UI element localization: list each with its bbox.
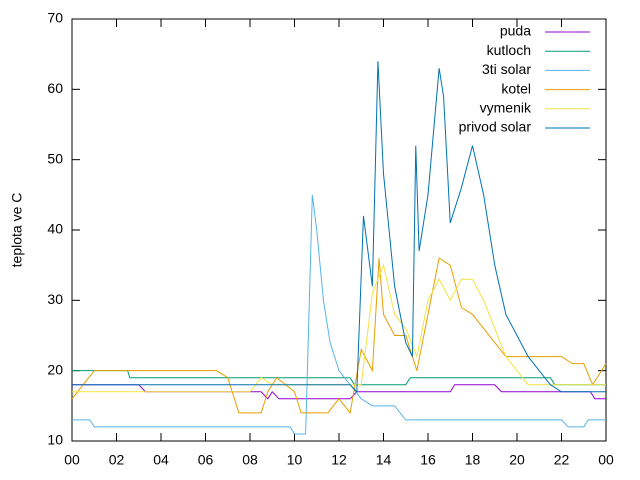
- legend-label: vymenik: [480, 100, 532, 116]
- x-tick-label: 18: [465, 452, 481, 468]
- series-line: [72, 370, 606, 386]
- x-tick-label: 12: [331, 452, 347, 468]
- y-tick-label: 40: [47, 221, 63, 237]
- legend-label: puda: [500, 23, 531, 39]
- x-tick-label: 08: [242, 452, 258, 468]
- y-tick-label: 70: [47, 10, 63, 26]
- x-tick-label: 06: [198, 452, 214, 468]
- series-line: [71, 257, 607, 415]
- plot-border: [71, 18, 607, 442]
- x-tick-label: 04: [153, 452, 169, 468]
- y-tick-label: 60: [47, 80, 63, 96]
- x-tick-label: 00: [598, 452, 614, 468]
- y-tick-label: 30: [47, 291, 63, 307]
- y-tick-label: 20: [47, 361, 63, 377]
- x-tick-label: 22: [554, 452, 570, 468]
- x-tick-label: 00: [64, 452, 80, 468]
- legend-label: kotel: [501, 80, 531, 96]
- series-line: [72, 61, 606, 393]
- x-tick-label: 16: [420, 452, 436, 468]
- x-tick-label: 10: [287, 452, 303, 468]
- y-tick-label: 10: [47, 432, 63, 448]
- x-tick-label: 02: [109, 452, 125, 468]
- x-tick-label: 14: [376, 452, 392, 468]
- legend-label: kutloch: [487, 42, 531, 58]
- legend-label: privod solar: [459, 119, 532, 135]
- x-tick-label: 20: [509, 452, 525, 468]
- series-line: [72, 194, 606, 435]
- legend-label: 3ti solar: [482, 61, 531, 77]
- y-axis-label: teplota ve C: [9, 193, 25, 268]
- y-tick-label: 50: [47, 150, 63, 166]
